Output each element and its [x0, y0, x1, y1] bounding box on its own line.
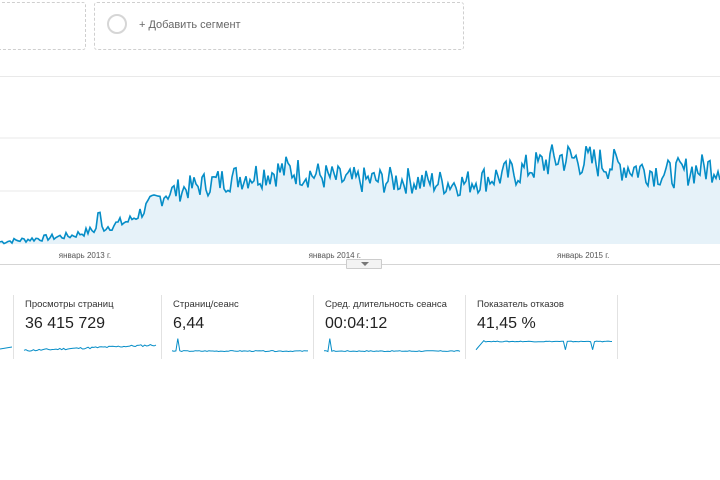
metric-label: Показатель отказов — [477, 299, 564, 310]
add-segment-label: + Добавить сегмент — [139, 19, 241, 31]
sparkline-path — [23, 344, 157, 352]
metric-sparkline — [475, 340, 613, 351]
metric-pageviews[interactable]: Просмотры страниц 36 415 729 — [22, 295, 162, 359]
sessions-line-chart: январь 2013 г. январь 2014 г. январь 2015 … — [0, 137, 720, 260]
chart-x-tick-label: январь 2013 г. — [59, 251, 111, 260]
content-area-below — [0, 372, 720, 480]
metric-sparkline — [324, 338, 461, 353]
metric-label: Сред. длительность сеанса — [325, 299, 447, 310]
sparkline-path — [324, 338, 461, 353]
metric-value: 41,45 % — [477, 315, 536, 332]
add-segment-circle-icon — [107, 14, 127, 34]
chart-x-tick-label: январь 2014 г. — [309, 251, 361, 260]
metric-sparkline — [0, 346, 12, 350]
sparkline-path — [171, 338, 308, 353]
metric-sessions-fragment[interactable] — [0, 295, 14, 359]
metric-sparkline — [23, 344, 157, 352]
metric-value: 6,44 — [173, 315, 205, 332]
chart-collapse-handle[interactable] — [346, 259, 382, 269]
metric-value: 00:04:12 — [325, 315, 388, 332]
chart-area-fill — [0, 144, 720, 244]
metric-bounce-rate[interactable]: Показатель отказов 41,45 % — [474, 295, 618, 359]
metric-avg-session-duration[interactable]: Сред. длительность сеанса 00:04:12 — [322, 295, 466, 359]
segment-all-sessions[interactable] — [0, 2, 86, 50]
sparkline-path — [475, 340, 613, 351]
divider — [0, 76, 720, 77]
chart-x-tick-label: январь 2015 г. — [557, 251, 609, 260]
add-segment-button[interactable]: + Добавить сегмент — [94, 2, 464, 50]
metric-label: Страниц/сеанс — [173, 299, 239, 310]
chart-line-series — [0, 144, 720, 245]
metric-label: Просмотры страниц — [25, 299, 114, 310]
metric-pages-per-session[interactable]: Страниц/сеанс 6,44 — [170, 295, 314, 359]
metric-value: 36 415 729 — [25, 315, 106, 332]
metric-sparkline — [171, 338, 308, 353]
chart-x-labels: январь 2013 г. январь 2014 г. январь 2015 … — [59, 251, 610, 260]
